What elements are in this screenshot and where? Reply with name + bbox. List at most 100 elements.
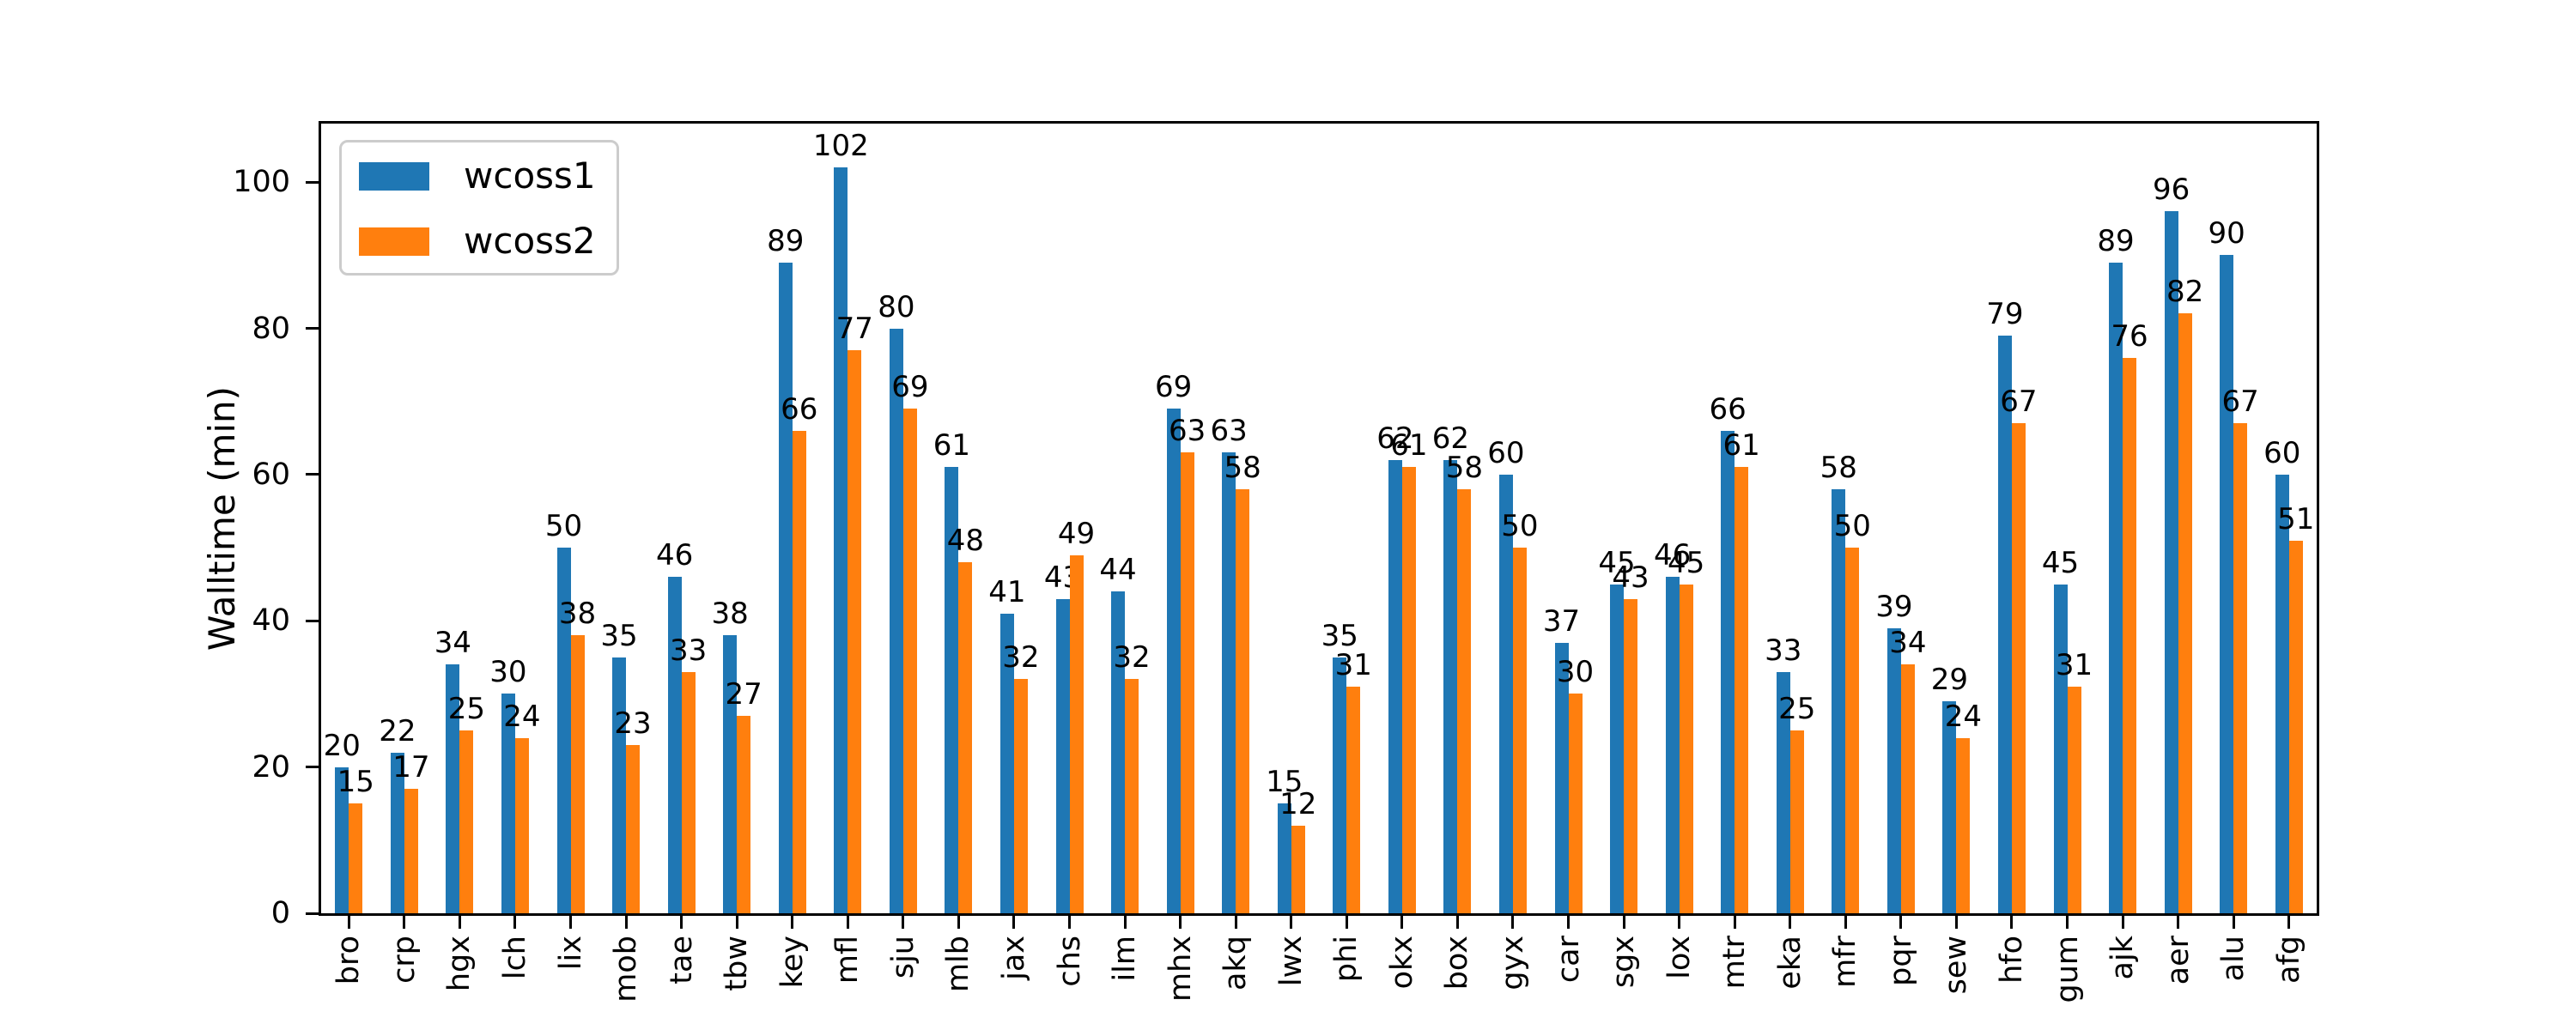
value-label-wcoss2-mhx: 63 xyxy=(1168,414,1206,449)
x-tick-label-hfo: hfo xyxy=(1994,936,2029,984)
x-tick-key xyxy=(791,916,794,929)
bar-wcoss1-eka xyxy=(1776,671,1790,913)
bar-wcoss2-crp xyxy=(404,789,418,913)
value-label-wcoss1-ilm: 44 xyxy=(1099,553,1137,588)
x-tick-label-sgx: sgx xyxy=(1606,936,1641,989)
x-tick-label-mtr: mtr xyxy=(1716,936,1752,990)
bar-wcoss1-jax xyxy=(999,613,1014,913)
bar-wcoss2-hgx xyxy=(459,730,474,913)
x-tick-lix xyxy=(569,916,572,929)
value-label-wcoss1-lox: 46 xyxy=(1653,538,1692,573)
x-tick-label-sju: sju xyxy=(885,936,920,979)
y-axis-tick-labels: 0 20 40 60 80 100 xyxy=(0,124,290,930)
bar-wcoss1-afg xyxy=(2275,474,2289,913)
x-tick-box xyxy=(1455,916,1459,929)
y-tick-60 xyxy=(306,473,319,476)
value-label-wcoss2-phi: 31 xyxy=(1334,647,1372,682)
x-tick-label-okx: okx xyxy=(1384,936,1419,990)
bar-wcoss2-tae xyxy=(681,671,696,913)
x-tick-label-mob: mob xyxy=(608,936,643,1003)
legend-swatch-wcoss1 xyxy=(359,161,429,191)
x-tick-label-chs: chs xyxy=(1052,936,1087,987)
x-tick-mob xyxy=(624,916,628,929)
x-tick-mfl xyxy=(846,916,849,929)
value-label-wcoss2-sju: 69 xyxy=(891,370,929,405)
bar-wcoss1-sju xyxy=(889,328,903,913)
x-tick-lch xyxy=(513,916,517,929)
bar-wcoss1-sgx xyxy=(1610,584,1625,913)
y-tick-80 xyxy=(306,327,319,330)
x-tick-label-lix: lix xyxy=(553,936,588,971)
value-label-wcoss2-sgx: 43 xyxy=(1612,560,1649,595)
value-label-wcoss2-lox: 45 xyxy=(1667,545,1705,580)
bar-wcoss2-eka xyxy=(1789,730,1804,913)
bar-wcoss1-tae xyxy=(667,577,682,913)
x-tick-sju xyxy=(902,916,905,929)
bar-wcoss1-tbw xyxy=(723,635,738,913)
x-tick-label-car: car xyxy=(1551,936,1586,984)
bar-wcoss1-chs xyxy=(1055,598,1070,913)
x-tick-hfo xyxy=(2010,916,2014,929)
bar-wcoss2-lix xyxy=(570,635,585,913)
bar-wcoss2-mfr xyxy=(1845,548,1860,913)
bar-wcoss1-gyx xyxy=(1498,474,1513,913)
bar-wcoss2-lwx xyxy=(1291,825,1305,913)
value-label-wcoss1-sju: 80 xyxy=(878,289,915,324)
value-label-wcoss2-hgx: 25 xyxy=(447,692,486,727)
x-tick-sew xyxy=(1954,916,1958,929)
x-tick-label-mhx: mhx xyxy=(1163,936,1198,1002)
x-tick-lox xyxy=(1678,916,1681,929)
value-label-wcoss2-gyx: 50 xyxy=(1501,509,1539,544)
y-tick-label-0: 0 xyxy=(270,896,290,930)
value-label-wcoss1-gyx: 60 xyxy=(1487,435,1525,470)
bar-wcoss1-car xyxy=(1554,642,1569,913)
bar-wcoss2-pqr xyxy=(1900,664,1915,913)
bar-wcoss2-sju xyxy=(902,409,917,913)
y-tick-label-20: 20 xyxy=(252,749,290,785)
value-label-wcoss1-eka: 33 xyxy=(1765,633,1802,668)
bar-wcoss1-bro xyxy=(335,766,349,913)
x-tick-label-bro: bro xyxy=(331,936,367,985)
value-label-wcoss1-mob: 35 xyxy=(600,618,638,653)
bar-wcoss1-hfo xyxy=(1997,336,2012,913)
value-label-wcoss2-gum: 31 xyxy=(2055,647,2093,682)
x-tick-label-lch: lch xyxy=(497,936,532,980)
x-tick-phi xyxy=(1345,916,1348,929)
bar-wcoss1-ajk xyxy=(2109,262,2123,913)
x-tick-label-ajk: ajk xyxy=(2105,936,2140,980)
value-label-wcoss1-mtr: 66 xyxy=(1709,391,1747,427)
x-tick-chs xyxy=(1068,916,1071,929)
x-tick-akq xyxy=(1234,916,1237,929)
bar-wcoss1-lix xyxy=(556,548,571,913)
bar-wcoss2-car xyxy=(1568,694,1583,913)
y-tick-label-100: 100 xyxy=(233,165,290,200)
bar-wcoss2-tbw xyxy=(737,716,751,913)
value-label-wcoss1-afg: 60 xyxy=(2263,435,2301,470)
value-label-wcoss2-lwx: 12 xyxy=(1279,786,1317,821)
value-label-wcoss1-sew: 29 xyxy=(1930,662,1969,697)
bar-wcoss1-akq xyxy=(1222,452,1236,913)
legend-item-wcoss1: wcoss1 xyxy=(359,158,596,194)
value-label-wcoss2-jax: 32 xyxy=(1002,640,1040,676)
bar-wcoss2-mtr xyxy=(1735,467,1749,913)
bar-wcoss2-box xyxy=(1457,488,1472,913)
value-label-wcoss1-key: 89 xyxy=(767,223,805,258)
value-label-wcoss1-aer: 96 xyxy=(2152,173,2190,208)
value-label-wcoss2-alu: 67 xyxy=(2221,385,2259,420)
x-tick-label-crp: crp xyxy=(386,936,422,984)
bar-wcoss2-gum xyxy=(2067,686,2081,913)
value-label-wcoss2-tae: 33 xyxy=(669,633,708,668)
value-label-wcoss2-car: 30 xyxy=(1556,655,1595,690)
bar-wcoss1-mtr xyxy=(1721,430,1735,913)
value-label-wcoss2-ilm: 32 xyxy=(1113,640,1151,676)
x-tick-label-lwx: lwx xyxy=(1273,936,1309,987)
value-label-wcoss1-hfo: 79 xyxy=(1986,297,2024,332)
x-tick-tbw xyxy=(735,916,738,929)
value-label-wcoss2-akq: 58 xyxy=(1224,450,1261,485)
x-tick-label-sew: sew xyxy=(1939,936,1974,995)
bar-wcoss2-akq xyxy=(1236,488,1250,913)
x-tick-label-eka: eka xyxy=(1772,936,1807,990)
value-label-wcoss1-okx: 62 xyxy=(1376,421,1414,456)
x-tick-label-mfl: mfl xyxy=(830,936,866,985)
